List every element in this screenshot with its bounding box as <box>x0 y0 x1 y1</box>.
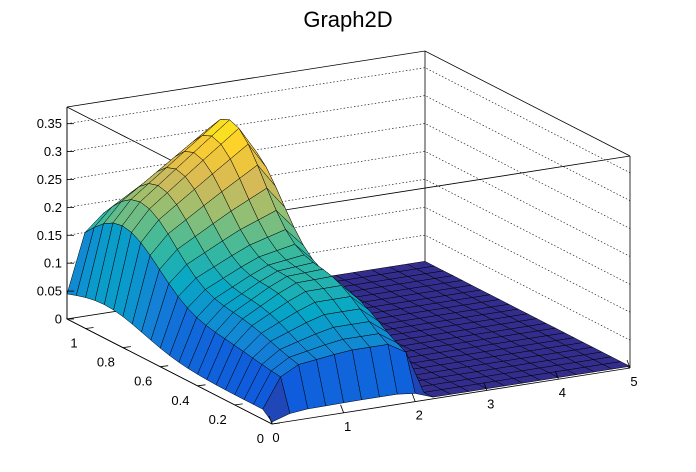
z-gridline <box>66 123 631 229</box>
y-tick-label: 0.6 <box>134 374 152 389</box>
surface-mesh <box>66 119 631 423</box>
z-gridline <box>66 151 631 257</box>
z-tick-label: 0.05 <box>37 284 62 299</box>
y-tick-mark <box>122 346 131 348</box>
x-tick-label: 0 <box>272 430 279 445</box>
z-gridline <box>66 67 631 173</box>
z-tick-label: 0.1 <box>44 256 62 271</box>
x-tick-label: 1 <box>344 419 351 434</box>
z-tick-label: 0.2 <box>44 200 62 215</box>
z-gridline <box>66 95 631 201</box>
x-tick-mark <box>340 404 344 413</box>
x-tick-mark <box>626 359 631 369</box>
z-tick-label: 0.35 <box>37 116 62 131</box>
y-tick-mark <box>160 365 169 368</box>
y-tick-mark <box>85 327 94 329</box>
z-gridline <box>66 178 631 285</box>
x-tick-mark <box>268 415 273 425</box>
z-gridline <box>66 234 631 341</box>
z-tick-label: 0.15 <box>37 228 62 243</box>
chart-title: Graph2D <box>303 7 392 32</box>
y-tick-label: 0 <box>257 431 264 446</box>
y-tick-mark <box>234 403 243 406</box>
z-tick-label: 0.3 <box>44 144 62 159</box>
x-tick-mark <box>555 371 559 380</box>
back-top-edge <box>66 50 631 157</box>
y-tick-mark <box>271 422 281 425</box>
z-tick-label: 0 <box>55 312 62 327</box>
z-gridline <box>66 206 631 313</box>
x-tick-mark <box>411 393 416 402</box>
x-tick-label: 5 <box>630 374 637 389</box>
y-tick-label: 0.8 <box>97 355 115 370</box>
y-tick-mark <box>197 384 206 387</box>
x-tick-label: 2 <box>416 408 423 423</box>
z-tick-label: 0.25 <box>37 172 62 187</box>
x-tick-label: 3 <box>487 396 494 411</box>
surface-cell <box>262 376 291 423</box>
y-tick-label: 1 <box>70 336 77 351</box>
x-tick-mark <box>483 382 488 391</box>
axes-layer: 00.050.10.150.20.250.30.3501234500.20.40… <box>37 107 638 446</box>
y-tick-label: 0.2 <box>209 412 227 427</box>
top-front-edge <box>271 155 631 213</box>
x-tick-label: 4 <box>559 385 566 400</box>
y-tick-label: 0.4 <box>171 393 189 408</box>
